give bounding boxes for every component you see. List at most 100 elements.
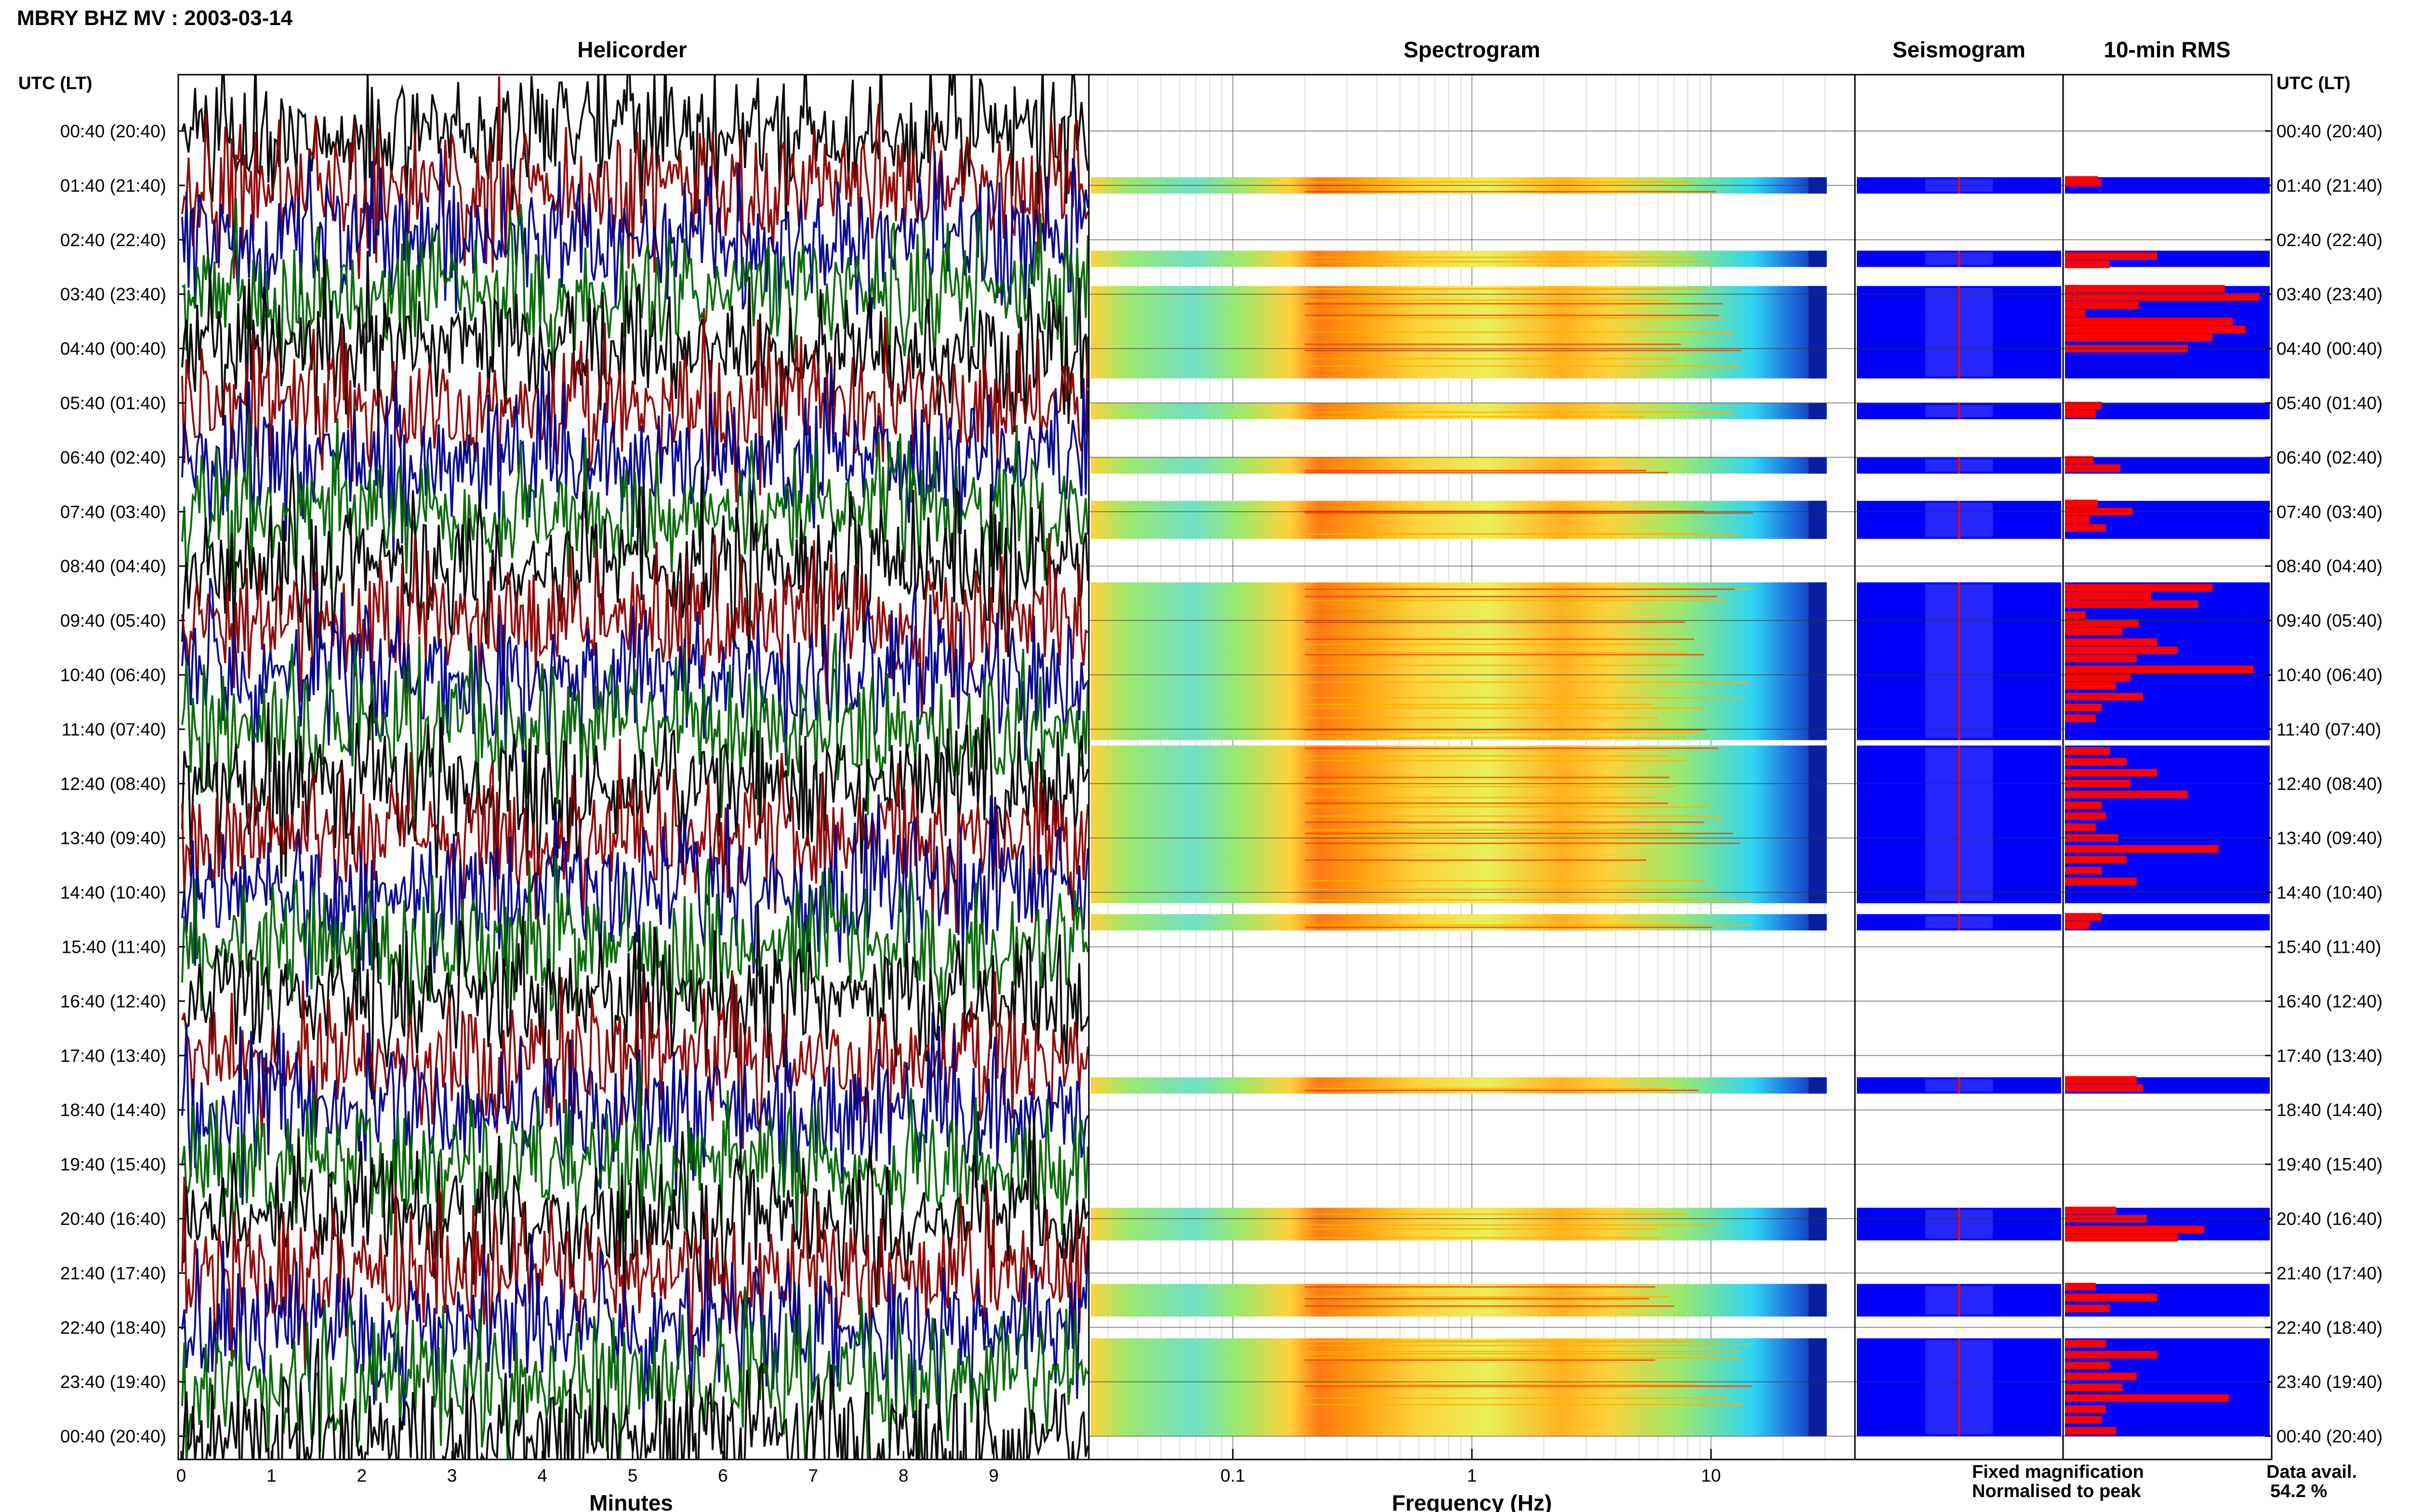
helicorder-trace: [181, 970, 1089, 1149]
time-tick-label-right: 12:40 (08:40): [2277, 774, 2383, 794]
rms-bar: [2065, 646, 2178, 655]
rms-bar: [2065, 600, 2198, 608]
time-tick-label-right: 15:40 (11:40): [2277, 937, 2381, 957]
helicorder-trace: [181, 1115, 1089, 1310]
time-tick-label-left: 00:40 (20:40): [60, 1427, 166, 1446]
time-tick-label-left: 10:40 (06:40): [60, 665, 166, 685]
time-tick-label-left: 06:40 (02:40): [60, 447, 166, 467]
time-tick-label-left: 04:40 (00:40): [60, 339, 166, 359]
helicorder-traces: [181, 75, 1089, 1459]
rms-bar: [2065, 334, 2212, 342]
rms-bar: [2065, 823, 2096, 831]
figure-title: MBRY BHZ MV : 2003-03-14: [17, 6, 293, 30]
spectrogram-band: [1091, 582, 1827, 740]
time-tick-label-right: 05:40 (01:40): [2277, 394, 2383, 413]
spectrogram-band: [1091, 1284, 1827, 1317]
helicorder-trace: [181, 578, 1089, 766]
legend-fixed-magnification: Fixed magnification: [1972, 1462, 2144, 1482]
rms-bar: [2065, 317, 2233, 326]
rms-bar: [2065, 301, 2139, 309]
rms-bar: [2065, 1383, 2122, 1391]
helicorder-trace: [181, 250, 1089, 454]
spectrogram-band-edge: [1808, 286, 1827, 379]
time-tick-label-left: 23:40 (19:40): [60, 1372, 166, 1392]
time-tick-label-right: 09:40 (05:40): [2277, 611, 2383, 631]
minutes-tick-label: 1: [266, 1466, 277, 1486]
time-tick-label-left: 00:40 (20:40): [60, 121, 166, 141]
rms-bar: [2065, 769, 2158, 777]
time-tick-label-left: 05:40 (01:40): [60, 394, 166, 413]
seismogram-traces: [1857, 177, 2061, 1436]
rms-bar: [2065, 855, 2127, 864]
helicorder-trace: [181, 1234, 1089, 1431]
frequency-axis-label: Frequency (Hz): [1392, 1490, 1552, 1512]
minutes-tick-label: 7: [808, 1466, 819, 1486]
rms-bar: [2065, 516, 2090, 524]
time-tick-label-right: 16:40 (12:40): [2277, 991, 2383, 1011]
minutes-tick-label: 5: [628, 1466, 638, 1486]
rms-bar: [2065, 790, 2188, 799]
rms-bar: [2065, 1225, 2204, 1234]
time-tick-label-left: 03:40 (23:40): [60, 285, 166, 304]
rms-bar: [2065, 638, 2158, 646]
helicorder-trace: [182, 1338, 1089, 1459]
helicorder-trace: [181, 1061, 1089, 1249]
rms-panel-title: 10-min RMS: [2104, 37, 2230, 62]
spectrogram-band: [1091, 500, 1827, 539]
spectrogram-band-edge: [1808, 1284, 1827, 1317]
time-tick-label-right: 00:40 (20:40): [2277, 1427, 2383, 1446]
rms-bar: [2065, 1076, 2137, 1084]
data-availability-value: 54.2 %: [2270, 1481, 2327, 1501]
helicorder-trace: [181, 699, 1089, 883]
time-tick-label-right: 21:40 (17:40): [2277, 1263, 2383, 1283]
rms-bar: [2065, 867, 2102, 875]
helicorder-trace: [181, 632, 1089, 823]
rms-bar: [2065, 500, 2098, 508]
rms-bars: [2065, 176, 2270, 1436]
frequency-tick-label: 0.1: [1220, 1466, 1245, 1486]
rms-bar: [2065, 619, 2139, 627]
spectrogram-band: [1091, 250, 1827, 267]
rms-bar: [2065, 1283, 2096, 1291]
minutes-tick-label: 8: [899, 1466, 909, 1486]
rms-bar: [2065, 747, 2110, 755]
time-tick-label-left: 01:40 (21:40): [60, 176, 166, 196]
rms-bar: [2065, 1394, 2229, 1402]
rms-bar: [2065, 693, 2143, 701]
time-tick-label-right: 07:40 (03:40): [2277, 502, 2383, 522]
rms-bar: [2065, 1405, 2106, 1413]
spectrogram-band-edge: [1808, 914, 1827, 931]
time-axis-left: 00:40 (20:40) 01:40 (21:40) 02:40 (22:40) 0…: [60, 121, 185, 1446]
rms-bar: [2065, 456, 2094, 464]
time-tick-label-right: 06:40 (02:40): [2277, 447, 2383, 467]
minutes-tick-label: 0: [176, 1466, 186, 1486]
time-tick-label-left: 07:40 (03:40): [60, 502, 166, 522]
time-tick-label-left: 19:40 (15:40): [60, 1155, 166, 1174]
time-tick-label-right: 20:40 (16:40): [2277, 1209, 2383, 1229]
spectrogram-panel-title: Spectrogram: [1403, 37, 1540, 62]
rms-bar: [2065, 1361, 2110, 1369]
rms-bar: [2065, 1293, 2158, 1302]
time-tick-label-right: 01:40 (21:40): [2277, 176, 2383, 196]
helicorder-trace: [181, 533, 1089, 717]
helicorder-trace: [181, 414, 1089, 601]
time-tick-label-right: 17:40 (13:40): [2277, 1046, 2383, 1065]
time-tick-label-left: 11:40 (07:40): [62, 720, 166, 739]
time-tick-label-right: 14:40 (10:40): [2277, 883, 2383, 903]
minutes-tick-label: 3: [447, 1466, 457, 1486]
spectrogram-band-edge: [1808, 403, 1827, 420]
time-tick-label-left: 16:40 (12:40): [60, 991, 166, 1011]
helicorder-trace: [181, 76, 1089, 279]
rms-bar: [2065, 1207, 2117, 1215]
time-tick-label-right: 13:40 (09:40): [2277, 828, 2383, 848]
time-tick-label-right: 02:40 (22:40): [2277, 230, 2383, 250]
spectrogram-band: [1091, 1338, 1827, 1436]
rms-bar: [2065, 464, 2120, 472]
time-tick-label-right: 10:40 (06:40): [2277, 665, 2383, 685]
rms-bar: [2065, 845, 2219, 853]
spectrogram-band-edge: [1808, 1077, 1827, 1094]
rms-bar: [2065, 1351, 2158, 1359]
rms-bar: [2065, 627, 2122, 635]
time-tick-label-right: 08:40 (04:40): [2277, 556, 2383, 576]
frequency-axis: 0.1 1 10: [1220, 1449, 1721, 1486]
